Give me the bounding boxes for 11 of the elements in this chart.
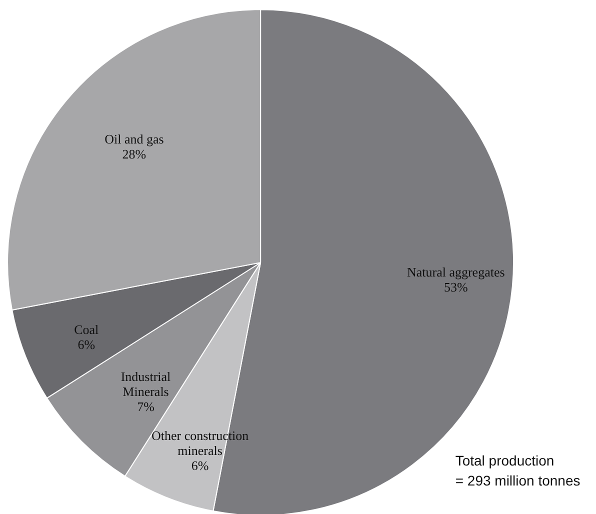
slice-label: Oil and gas (104, 131, 164, 146)
slice-label: Coal (74, 322, 100, 338)
data-label: 28% (122, 146, 146, 162)
data-label: 6% (191, 458, 209, 474)
slice-label: Industrial Minerals (120, 368, 172, 399)
text: Total production = 293 million tonnes (455, 452, 580, 488)
data-label: 53% (444, 280, 468, 295)
data-label: 7% (137, 398, 155, 414)
slice-label: Other construction minerals (152, 428, 250, 458)
data-label: 6% (78, 337, 96, 352)
slice-label: Natural aggregates (406, 264, 505, 280)
